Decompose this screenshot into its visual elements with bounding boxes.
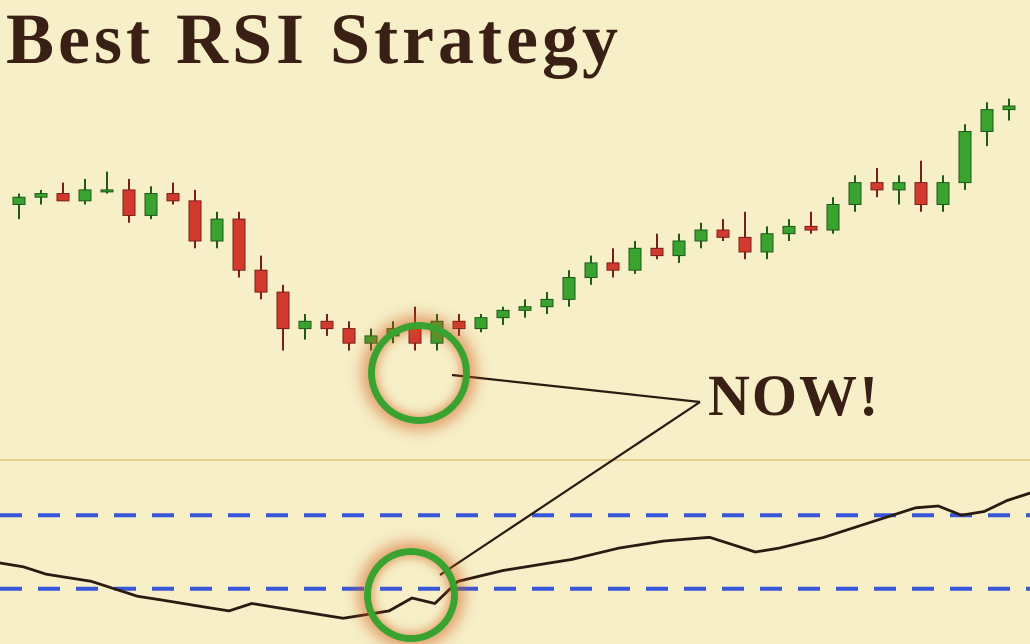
- chart-stage: Best RSI Strategy NOW!: [0, 0, 1030, 644]
- candle-up: [13, 197, 25, 204]
- candle-up: [145, 194, 157, 216]
- candle-up: [519, 307, 531, 311]
- candle-up: [827, 205, 839, 231]
- candle-up: [35, 194, 47, 198]
- candle-down: [915, 183, 927, 205]
- candle-up: [299, 321, 311, 328]
- candle-up: [1003, 106, 1015, 110]
- candle-up: [673, 241, 685, 256]
- candle-up: [101, 190, 113, 192]
- candle-down: [805, 226, 817, 230]
- candle-up: [387, 329, 399, 336]
- candle-up: [585, 263, 597, 278]
- page-title: Best RSI Strategy: [6, 0, 622, 81]
- candle-up: [937, 183, 949, 205]
- candle-up: [959, 132, 971, 183]
- candle-down: [255, 270, 267, 292]
- candle-up: [695, 230, 707, 241]
- candle-up: [563, 278, 575, 300]
- candle-down: [717, 230, 729, 237]
- candle-up: [849, 183, 861, 205]
- candle-up: [629, 248, 641, 270]
- candle-down: [739, 237, 751, 252]
- candle-down: [651, 248, 663, 255]
- candle-down: [123, 190, 135, 216]
- candle-down: [57, 194, 69, 201]
- candle-down: [233, 219, 245, 270]
- candle-down: [607, 263, 619, 270]
- candle-up: [893, 183, 905, 190]
- candle-up: [783, 226, 795, 233]
- candle-up: [431, 321, 443, 343]
- candle-down: [871, 183, 883, 190]
- candle-up: [981, 110, 993, 132]
- candle-up: [365, 336, 377, 343]
- candle-up: [79, 190, 91, 201]
- candle-down: [277, 292, 289, 329]
- candle-up: [211, 219, 223, 241]
- chart-svg: [0, 0, 1030, 644]
- candle-down: [453, 321, 465, 328]
- candle-down: [343, 329, 355, 344]
- callout-now: NOW!: [708, 362, 880, 429]
- candle-up: [497, 310, 509, 317]
- candle-up: [475, 318, 487, 329]
- candle-up: [761, 234, 773, 252]
- candle-down: [167, 194, 179, 201]
- candle-down: [321, 321, 333, 328]
- candle-down: [409, 329, 421, 344]
- candle-up: [541, 299, 553, 306]
- candle-down: [189, 201, 201, 241]
- background: [0, 0, 1030, 644]
